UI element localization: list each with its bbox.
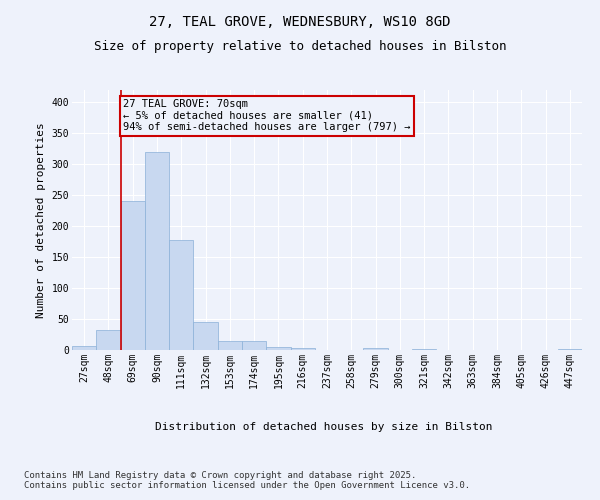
Bar — [121, 201, 145, 350]
Bar — [193, 322, 218, 350]
Bar — [266, 347, 290, 350]
Bar — [558, 349, 582, 350]
Text: Contains HM Land Registry data © Crown copyright and database right 2025.
Contai: Contains HM Land Registry data © Crown c… — [24, 470, 470, 490]
Bar — [290, 348, 315, 350]
Bar — [169, 240, 193, 350]
Y-axis label: Number of detached properties: Number of detached properties — [36, 122, 46, 318]
Text: 27 TEAL GROVE: 70sqm
← 5% of detached houses are smaller (41)
94% of semi-detach: 27 TEAL GROVE: 70sqm ← 5% of detached ho… — [123, 100, 410, 132]
Text: Distribution of detached houses by size in Bilston: Distribution of detached houses by size … — [155, 422, 493, 432]
Bar — [72, 346, 96, 350]
Bar — [145, 152, 169, 350]
Bar — [96, 330, 121, 350]
Text: Size of property relative to detached houses in Bilston: Size of property relative to detached ho… — [94, 40, 506, 53]
Bar — [242, 340, 266, 350]
Text: 27, TEAL GROVE, WEDNESBURY, WS10 8GD: 27, TEAL GROVE, WEDNESBURY, WS10 8GD — [149, 15, 451, 29]
Bar — [364, 348, 388, 350]
Bar — [218, 340, 242, 350]
